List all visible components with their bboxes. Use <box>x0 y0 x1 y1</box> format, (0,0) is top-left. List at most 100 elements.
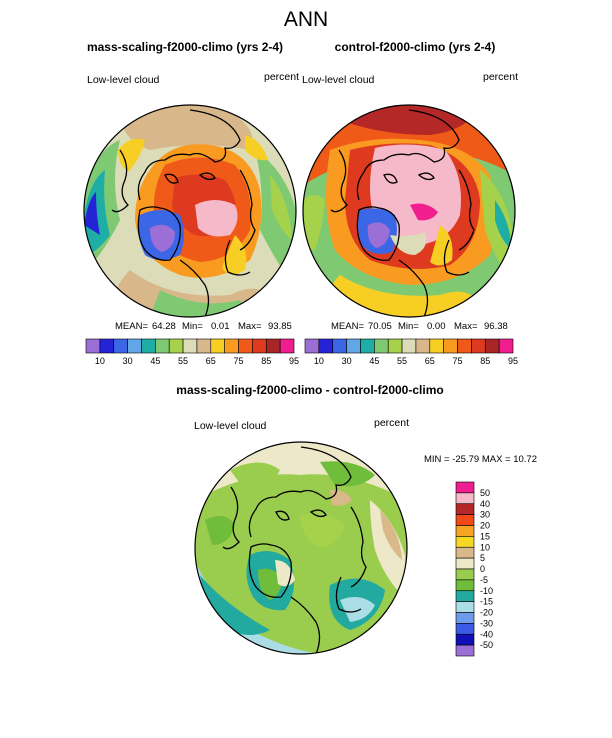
panel3-colorbar-swatch <box>455 612 475 624</box>
panel2-colorbar-tick-label: 85 <box>480 356 490 366</box>
panel3-colorbar-swatch <box>455 644 475 657</box>
panel2-mean-value: 70.05 <box>368 321 392 332</box>
panel2-colorbar-swatch <box>429 338 444 354</box>
panel3-units-label: percent <box>374 417 410 429</box>
panel2-max-label: Max= <box>454 321 478 332</box>
panel2-colorbar-swatch <box>457 338 472 354</box>
map2-coastlines <box>330 109 475 317</box>
panel2-colorbar-swatch <box>401 338 417 354</box>
map1-north-polar-projection <box>83 104 297 318</box>
panel1-colorbar-swatch <box>155 338 170 354</box>
panel1-colorbar-tick-label: 10 <box>95 356 105 366</box>
panel2-colorbar-swatch <box>360 338 375 354</box>
panel2-colorbar: 10 30 45 55 65 75 85 95 <box>304 338 518 366</box>
panel2-min-value: 0.00 <box>427 321 446 332</box>
panel3-colorbar-swatch <box>455 568 475 581</box>
panel2-colorbar-swatch <box>374 338 389 354</box>
panel1-colorbar-swatch <box>252 338 267 354</box>
panel1-colorbar-swatch <box>113 338 128 354</box>
panel3-colorbar-tick-label: 40 <box>480 499 490 509</box>
figure-title: ANN <box>283 8 329 31</box>
panel1-mean-label: MEAN= <box>115 321 148 332</box>
panel1-max-value: 93.85 <box>268 321 292 332</box>
panel1-mean-value: 64.28 <box>152 321 176 332</box>
panel1-colorbar-swatch <box>127 338 142 354</box>
panel2-colorbar-swatch <box>304 338 320 354</box>
panel3-colorbar-tick-label: 0 <box>480 564 485 574</box>
panel1-max-label: Max= <box>238 321 262 332</box>
panel2-colorbar-tick-label: 30 <box>342 356 352 366</box>
panel3-colorbar-tick-label: 50 <box>480 488 490 498</box>
panel3-colorbar-tick-label: 30 <box>480 510 490 520</box>
panel3-variable-label: Low-level cloud <box>194 420 267 432</box>
panel3-colorbar-swatch <box>455 590 475 602</box>
panel1-colorbar-swatch <box>238 338 253 354</box>
panel1-colorbar-swatch <box>85 338 101 354</box>
panel1-colorbar-swatch <box>210 338 225 354</box>
panel1-units-label: percent <box>264 71 300 83</box>
panel3-colorbar-tick-label: 5 <box>480 553 485 563</box>
panel1-min-label: Min= <box>182 321 203 332</box>
panel2-colorbar-swatch <box>471 338 486 354</box>
panel2-colorbar-swatch <box>332 338 347 354</box>
panel3-min-max-text: MIN = -25.79 MAX = 10.72 <box>424 454 538 465</box>
panel1-colorbar-swatch <box>265 338 281 354</box>
panel3-colorbar-swatch <box>455 503 475 515</box>
map3-coastlines <box>222 446 367 654</box>
map2-north-polar-projection <box>302 104 516 318</box>
panel2-colorbar-tick-label: 75 <box>453 356 463 366</box>
panel2-colorbar-swatch <box>498 338 514 354</box>
panel3-colorbar-swatch <box>455 579 475 592</box>
panel2-colorbar-tick-label: 65 <box>425 356 435 366</box>
map1-coastlines <box>111 109 256 317</box>
map2-boundary <box>302 104 516 318</box>
panel1-colorbar: 10 30 45 55 65 75 85 95 <box>85 338 299 366</box>
panel3-colorbar-tick-label: 10 <box>480 542 490 552</box>
panel2-colorbar-swatch <box>415 338 431 354</box>
panel1-title: mass-scaling-f2000-climo (yrs 2-4) <box>86 40 284 54</box>
panel1-min-value: 0.01 <box>211 321 230 332</box>
panel1-variable-label: Low-level cloud <box>87 74 160 86</box>
panel3-colorbar-tick-label: -10 <box>480 586 493 596</box>
panel2-colorbar-swatch <box>387 338 403 354</box>
panel2-max-value: 96.38 <box>484 321 508 332</box>
panel3-colorbar-tick-label: -30 <box>480 618 493 628</box>
panel1-colorbar-swatch <box>168 338 184 354</box>
panel2-colorbar-tick-label: 45 <box>369 356 379 366</box>
panel3-title: mass-scaling-f2000-climo - control-f2000… <box>176 383 444 397</box>
panel2-title: control-f2000-climo (yrs 2-4) <box>334 40 496 54</box>
panel3-colorbar-swatch <box>455 525 475 537</box>
map3-boundary <box>194 441 408 655</box>
panel1-colorbar-tick-label: 55 <box>178 356 188 366</box>
panel3-colorbar-swatch <box>455 492 475 505</box>
panel3-colorbar-swatch <box>455 633 475 646</box>
panel1-colorbar-tick-label: 30 <box>123 356 133 366</box>
panel3-colorbar-swatch <box>455 481 475 494</box>
panel3-colorbar-tick-label: -5 <box>480 575 488 585</box>
panel1-colorbar-tick-label: 45 <box>150 356 160 366</box>
panel1-colorbar-swatch <box>182 338 198 354</box>
panel1-colorbar-swatch <box>196 338 212 354</box>
panel2-colorbar-tick-label: 10 <box>314 356 324 366</box>
panel3-colorbar-tick-label: -20 <box>480 608 493 618</box>
panel2-units-label: percent <box>483 71 519 83</box>
panel1-colorbar-swatch <box>99 338 115 354</box>
panel2-colorbar-tick-label: 95 <box>508 356 518 366</box>
panel3-colorbar-tick-label: -50 <box>480 640 493 650</box>
panel3-colorbar-tick-label: -40 <box>480 629 493 639</box>
panel1-colorbar-tick-label: 65 <box>206 356 216 366</box>
panel2-variable-label: Low-level cloud <box>302 74 375 86</box>
panel1-colorbar-tick-label: 85 <box>261 356 271 366</box>
panel2-mean-label: MEAN= <box>331 321 364 332</box>
panel3-colorbar-swatch <box>455 623 475 635</box>
panel1-colorbar-swatch <box>141 338 156 354</box>
panel3-colorbar-swatch <box>455 546 475 559</box>
panel2-colorbar-swatch <box>443 338 458 354</box>
map1-boundary <box>83 104 297 318</box>
panel3-colorbar-swatch <box>455 536 475 548</box>
map3-north-polar-projection <box>194 441 408 655</box>
panel3-colorbar-tick-label: 15 <box>480 531 490 541</box>
panel2-colorbar-tick-label: 55 <box>397 356 407 366</box>
